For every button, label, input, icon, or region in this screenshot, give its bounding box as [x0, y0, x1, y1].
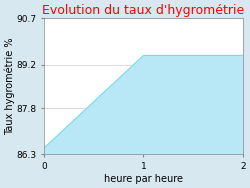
X-axis label: heure par heure: heure par heure	[104, 174, 183, 184]
Title: Evolution du taux d'hygrométrie: Evolution du taux d'hygrométrie	[42, 4, 244, 17]
Y-axis label: Taux hygrométrie %: Taux hygrométrie %	[4, 38, 15, 135]
